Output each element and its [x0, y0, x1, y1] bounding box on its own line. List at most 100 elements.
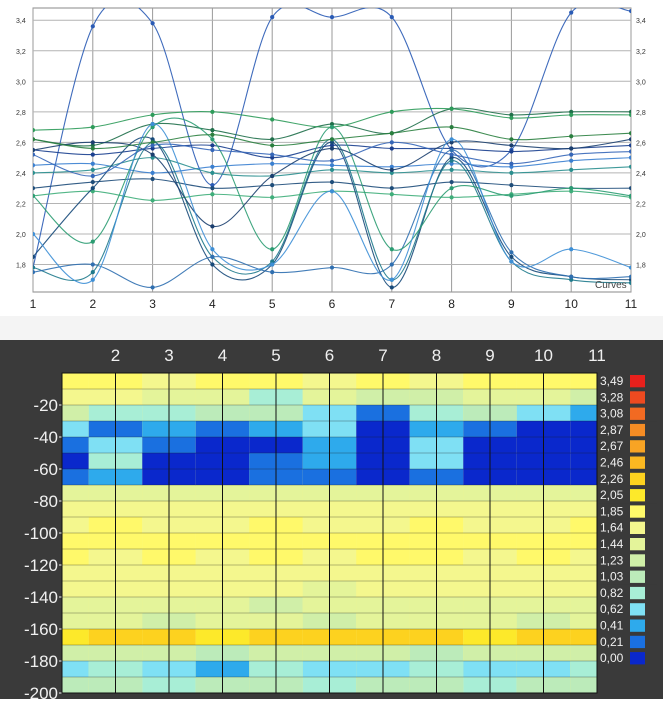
series-point-6	[628, 164, 631, 169]
colorbar-label: 2,87	[600, 423, 624, 437]
series-point-15	[33, 137, 36, 142]
series-point-6	[569, 167, 574, 172]
series-point-13	[270, 173, 275, 179]
colorbar-swatch	[630, 407, 645, 420]
y-tick-label: -60	[33, 460, 58, 479]
contour-chart-panel: 2 3 4 5 6 7 8 9 10 11 -20 -40 -60 -80 -100 -120 -140 -160…	[0, 340, 663, 703]
colorbar-swatch	[630, 554, 645, 567]
heatmap-cell	[570, 677, 597, 694]
colorbar-swatch	[630, 586, 645, 600]
colorbar-label: 0,62	[600, 602, 624, 616]
series-point-4	[628, 143, 631, 148]
colorbar-label: 1,85	[600, 504, 624, 518]
colorbar-label: 2,46	[600, 456, 624, 470]
heatmap-cell	[62, 661, 89, 678]
y-tick-label: -160	[24, 620, 58, 639]
heatmap-cell	[570, 613, 597, 630]
series-point-11	[628, 274, 631, 279]
colorbar-swatch	[630, 375, 645, 388]
series-point-16	[509, 161, 514, 166]
series-point-1	[329, 15, 335, 20]
series-group	[33, 8, 631, 290]
series-point-10	[628, 280, 631, 285]
y-tick-label-right: 3,4	[636, 18, 646, 25]
series-point-11	[150, 285, 155, 290]
colorbar-swatch	[630, 423, 645, 437]
heatmap-cell	[570, 421, 597, 438]
series-line-11	[33, 149, 631, 288]
series-point-15	[210, 132, 215, 137]
heatmap-cell	[570, 549, 597, 566]
series-point-6	[33, 170, 36, 176]
colorbar-swatch	[630, 456, 645, 469]
series-point-7	[509, 183, 514, 188]
series-point-1	[389, 15, 394, 20]
heatmap-cell	[62, 501, 89, 518]
series-point-12	[270, 247, 275, 252]
colorbar-label: 1,64	[600, 521, 624, 535]
series-point-8	[270, 195, 275, 200]
x-tick-label: 7	[388, 297, 395, 311]
y-tick-label-left: 2,6	[16, 140, 26, 147]
series-point-16	[628, 149, 631, 154]
y-tick-label: -80	[33, 492, 58, 511]
colorbar-label: 0,41	[600, 619, 624, 633]
series-point-5	[150, 170, 155, 176]
x-tick-label: 6	[329, 297, 336, 311]
heatmap-cell	[570, 405, 597, 422]
colorbar-swatch	[630, 472, 645, 486]
x-tick-label: 6	[325, 346, 334, 365]
series-point-7	[270, 183, 275, 188]
colorbar-swatch	[630, 652, 645, 665]
heatmap-cell	[62, 581, 89, 598]
series-point-13	[329, 146, 335, 151]
heatmap-cell	[62, 517, 89, 534]
y-tick-label-left: 3,0	[16, 79, 26, 86]
series-point-16	[389, 140, 394, 145]
series-point-14	[210, 247, 215, 252]
colorbar-label: 2,26	[600, 472, 624, 486]
series-point-5	[389, 164, 394, 169]
colorbar-swatch	[630, 538, 645, 551]
series-point-8	[389, 192, 394, 197]
heatmap-cell	[570, 501, 597, 518]
series-point-2	[329, 121, 335, 127]
x-tick-label: 3	[164, 346, 173, 365]
series-point-3	[210, 109, 215, 114]
colorbar-label: 3,08	[600, 407, 624, 421]
series-point-15	[628, 131, 631, 136]
heatmap-cell	[570, 581, 597, 598]
series-point-12	[449, 186, 454, 191]
heatmap-cell	[570, 645, 597, 662]
heatmap-cell	[62, 629, 89, 646]
y-tick-label-right: 3,2	[636, 49, 646, 56]
series-point-1	[90, 24, 95, 29]
series-point-16	[569, 152, 574, 157]
series-point-13	[569, 146, 574, 151]
heatmap-cell	[570, 437, 597, 454]
series-point-15	[449, 124, 454, 130]
series-point-5	[329, 163, 335, 168]
x-tick-label: 1	[30, 297, 37, 311]
series-point-5	[509, 164, 514, 169]
series-point-14	[270, 262, 275, 267]
heatmap-cell	[62, 645, 89, 662]
series-point-5	[33, 163, 36, 168]
x-tick-label: 10	[534, 346, 553, 365]
series-point-7	[389, 186, 394, 191]
x-tick-label: 2	[89, 297, 96, 311]
series-point-3	[33, 128, 36, 133]
series-point-8	[210, 192, 215, 197]
series-point-3	[150, 112, 155, 117]
colorbar-label: 1,23	[600, 553, 624, 567]
y-tick-label-right: 3,0	[636, 79, 646, 86]
series-point-13	[150, 152, 155, 157]
series-point-4	[509, 149, 514, 154]
series-point-3	[90, 124, 95, 130]
series-point-14	[449, 137, 454, 142]
series-point-16	[150, 143, 155, 148]
series-point-15	[270, 143, 275, 148]
y-tick-label-right: 2,2	[636, 201, 646, 208]
series-point-8	[150, 198, 155, 203]
series-point-6	[90, 167, 95, 172]
